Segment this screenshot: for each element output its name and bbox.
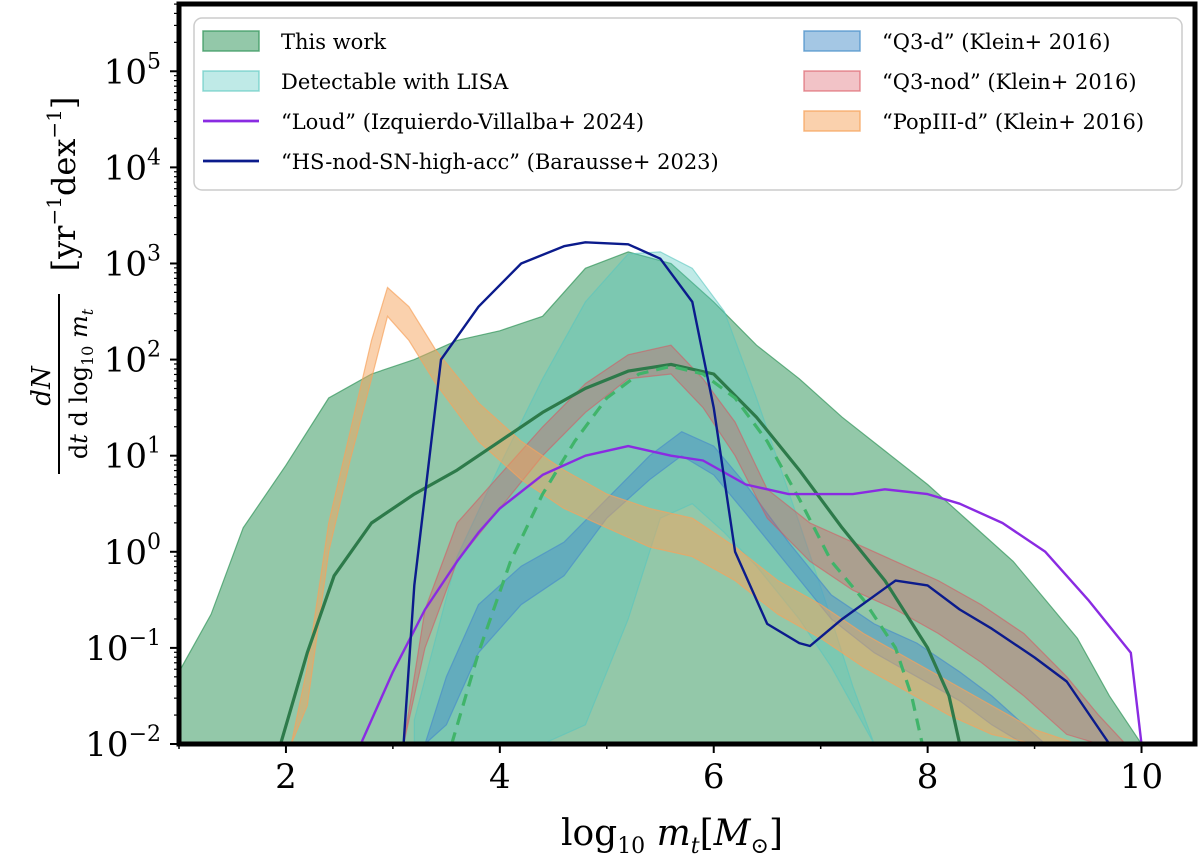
y-tick-label: 105 (104, 49, 161, 92)
y-tick-label: 104 (104, 145, 161, 188)
x-tick-label: 2 (275, 757, 297, 797)
legend-swatch (803, 30, 861, 52)
axis-ticks: 2 4 6 8 10 10−2 10−1 100 101 102 103 104 105 (85, 3, 1163, 797)
legend-label: This work (281, 30, 386, 54)
x-tick-label: 8 (917, 757, 939, 797)
x-tick-label: 4 (489, 757, 511, 797)
legend-swatch (803, 70, 861, 92)
legend: This work Detectable with LISA “Loud” (Izq… (193, 17, 1183, 191)
legend-label: Detectable with LISA (281, 70, 509, 94)
legend-swatch (803, 110, 861, 132)
line-this-work-median (279, 362, 962, 744)
svg-text:[yr−1dex−1]: [yr−1dex−1] (42, 97, 83, 272)
lines-layer (279, 241, 1143, 744)
band-q3-nod-klein-2016 (403, 344, 1127, 744)
y-tick-label: 102 (104, 338, 161, 381)
legend-swatch (202, 30, 260, 52)
y-tick-label: 100 (104, 530, 161, 573)
legend-label: “Loud” (Izquierdo-Villalba+ 2024) (281, 110, 644, 134)
legend-label: “Q3-d” (Klein+ 2016) (882, 30, 1110, 54)
legend-swatch (202, 70, 260, 92)
y-tick-label: 101 (104, 434, 161, 477)
band-detectable-with-lisa (413, 251, 875, 744)
y-tick-label: 10−2 (85, 722, 161, 765)
svg-text:log10 mt[M⊙]: log10 mt[M⊙] (561, 813, 783, 859)
line-hs-nod-sn-high-acc-barausse-2023 (402, 241, 1111, 744)
y-tick-label: 10−1 (85, 626, 161, 669)
band-popiii-d-klein-2016 (290, 286, 1078, 744)
y-axis-label: dN dt d log10 mt [yr−1dex−1] (27, 97, 97, 474)
x-axis-label: log10 mt[M⊙] (561, 813, 783, 859)
legend-label: “HS-nod-SN-high-acc” (Barausse+ 2023) (281, 150, 719, 174)
svg-text:dN: dN (27, 365, 57, 406)
y-tick-label: 103 (104, 241, 161, 284)
legend-label: “PopIII-d” (Klein+ 2016) (882, 110, 1144, 134)
line-detectable-with-lisa-median (450, 364, 924, 744)
legend-box (193, 17, 1183, 191)
x-tick-label: 10 (1120, 757, 1163, 797)
svg-text:dt d log10 mt: dt d log10 mt (65, 308, 97, 459)
legend-label: “Q3-nod” (Klein+ 2016) (882, 70, 1137, 94)
bands-layer (179, 251, 1143, 744)
x-tick-label: 6 (703, 757, 725, 797)
line-loud-izquierdo-villalba-2024 (359, 444, 1143, 744)
